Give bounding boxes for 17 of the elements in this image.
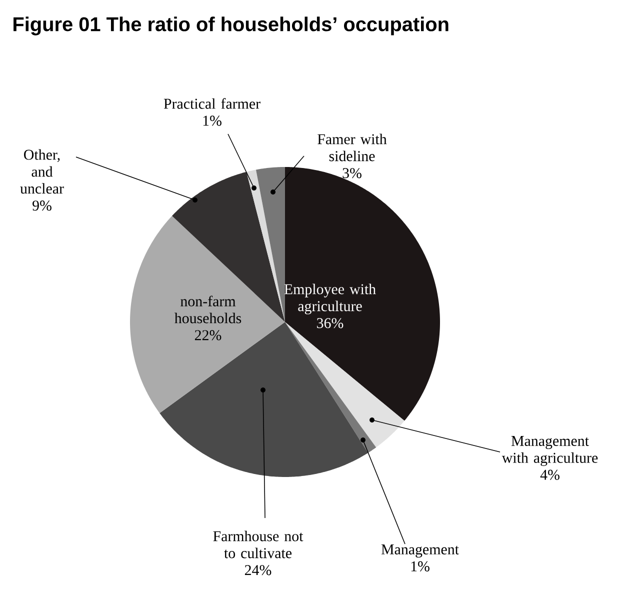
slice-label: Farmhouse not to cultivate bbox=[213, 530, 304, 558]
slice-label: Management bbox=[381, 544, 459, 558]
data-label: 1% bbox=[411, 561, 430, 572]
data-label: 3% bbox=[342, 168, 362, 178]
data-label: 9% bbox=[32, 200, 52, 211]
data-label: 4% bbox=[540, 470, 560, 480]
slice-label: non-farm households bbox=[174, 296, 242, 324]
slice-label: Employee with agriculture bbox=[284, 284, 376, 314]
data-label: 36% bbox=[317, 318, 344, 328]
data-label: 22% bbox=[194, 330, 222, 340]
slice-label: Management with agriculture bbox=[502, 436, 598, 466]
slice-label: Famer with sideline bbox=[318, 134, 387, 162]
slice-label: Practical farmer bbox=[164, 98, 260, 109]
slice-label: Other, and unclear bbox=[20, 149, 64, 194]
data-label: 24% bbox=[244, 565, 272, 576]
data-label: 1% bbox=[203, 116, 222, 126]
chart-title: Figure 01 The ratio of households’ occupation bbox=[14, 16, 448, 36]
